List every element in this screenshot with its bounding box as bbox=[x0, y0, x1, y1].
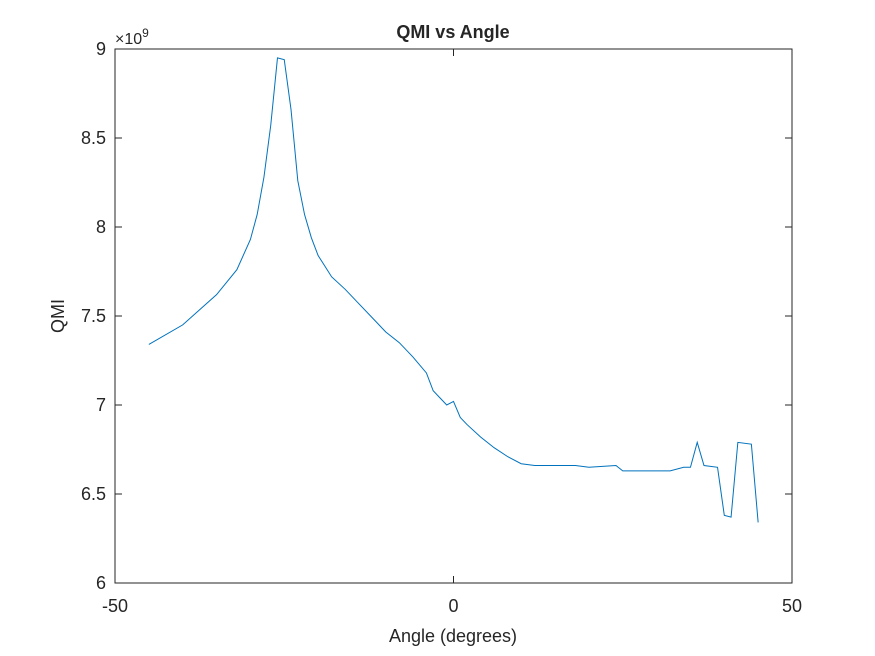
y-multiplier-exponent: 9 bbox=[142, 26, 149, 40]
y-tick-label: 8.5 bbox=[81, 128, 106, 148]
plot-area bbox=[114, 48, 793, 584]
y-tick-label: 8 bbox=[96, 217, 106, 237]
y-tick-label: 7 bbox=[96, 395, 106, 415]
y-tick-label: 6 bbox=[96, 573, 106, 593]
y-multiplier: ×109 bbox=[115, 26, 149, 48]
y-multiplier-base: ×10 bbox=[115, 31, 142, 48]
x-axis-label: Angle (degrees) bbox=[389, 626, 517, 646]
y-axis-label: QMI bbox=[48, 299, 68, 333]
x-tick-label: 0 bbox=[448, 596, 458, 616]
y-tick-label: 7.5 bbox=[81, 306, 106, 326]
y-tick-label: 9 bbox=[96, 39, 106, 59]
x-tick-label: 50 bbox=[782, 596, 802, 616]
data-line bbox=[148, 57, 759, 523]
y-tick-label: 6.5 bbox=[81, 484, 106, 504]
chart-title: QMI vs Angle bbox=[396, 22, 509, 42]
x-tick-label: -50 bbox=[102, 596, 128, 616]
